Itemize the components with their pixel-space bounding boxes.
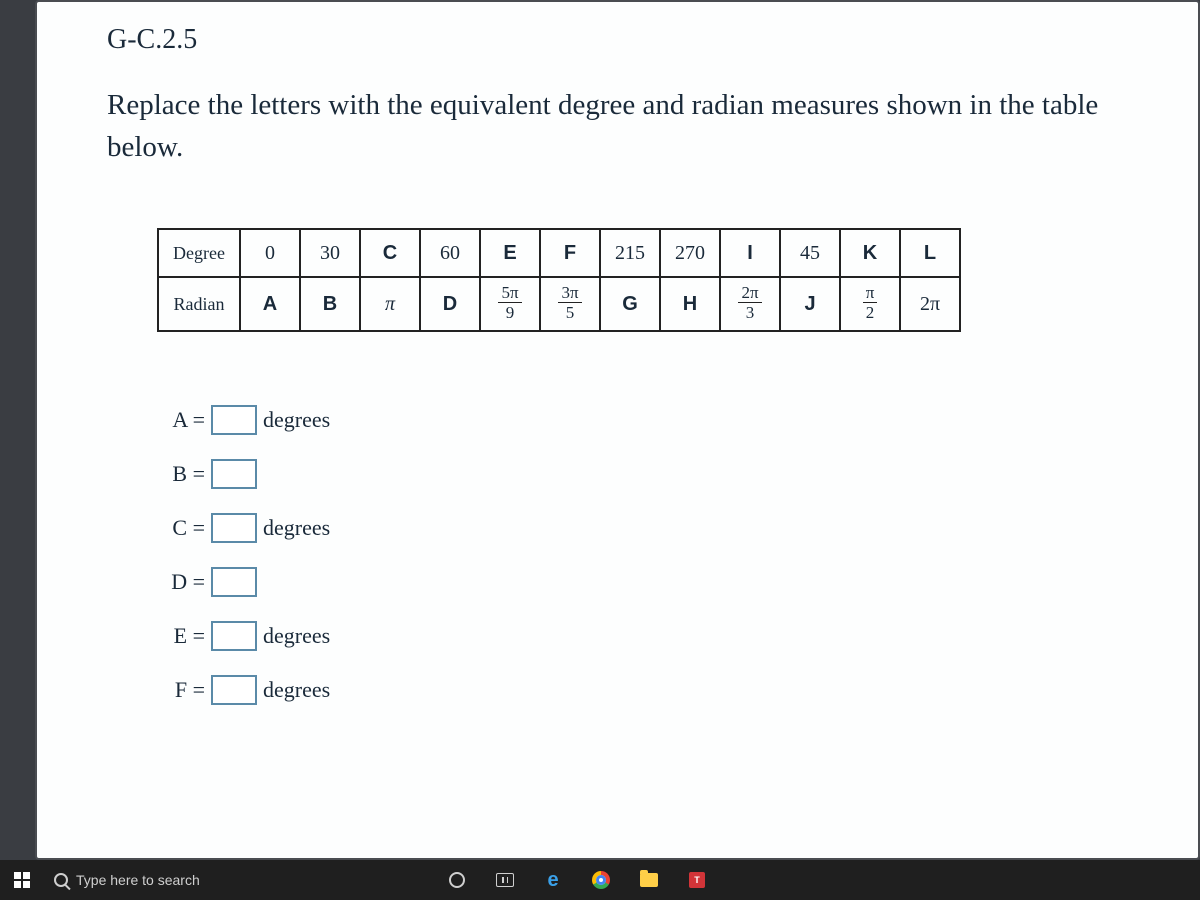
answer-row-d: D =	[157, 564, 1128, 600]
rad-cell-5: 3π5	[540, 277, 600, 331]
cortana-button[interactable]	[434, 860, 480, 900]
search-placeholder: Type here to search	[76, 872, 200, 888]
taskview-button[interactable]	[482, 860, 528, 900]
degree-header: Degree	[158, 229, 240, 277]
instructions-text: Replace the letters with the equivalent …	[107, 84, 1128, 168]
answer-row-a: A = degrees	[157, 402, 1128, 438]
rad-cell-1: B	[300, 277, 360, 331]
taskbar: Type here to search e T	[0, 860, 1200, 900]
answer-input-f[interactable]	[211, 675, 257, 705]
search-icon	[54, 873, 68, 887]
answer-input-b[interactable]	[211, 459, 257, 489]
rad-cell-3: D	[420, 277, 480, 331]
answer-unit-a: degrees	[263, 407, 330, 433]
deg-cell-7: 270	[660, 229, 720, 277]
conversion-table-wrap: Degree 0 30 C 60 E F 215 270 I 45 K L Ra…	[157, 228, 1128, 332]
degree-row: Degree 0 30 C 60 E F 215 270 I 45 K L	[158, 229, 960, 277]
deg-cell-2: C	[360, 229, 420, 277]
answer-label-c: C =	[157, 515, 205, 541]
answer-unit-e: degrees	[263, 623, 330, 649]
answer-input-e[interactable]	[211, 621, 257, 651]
taskbar-pinned: e T	[434, 860, 720, 900]
document-page: G-C.2.5 Replace the letters with the equ…	[35, 0, 1200, 860]
conversion-table: Degree 0 30 C 60 E F 215 270 I 45 K L Ra…	[157, 228, 961, 332]
deg-cell-4: E	[480, 229, 540, 277]
radian-header: Radian	[158, 277, 240, 331]
answer-row-e: E = degrees	[157, 618, 1128, 654]
answer-input-a[interactable]	[211, 405, 257, 435]
deg-cell-1: 30	[300, 229, 360, 277]
rad-cell-9: J	[780, 277, 840, 331]
answer-label-d: D =	[157, 569, 205, 595]
start-button[interactable]	[0, 872, 44, 888]
edge-button[interactable]: e	[530, 860, 576, 900]
rad-cell-7: H	[660, 277, 720, 331]
answer-input-d[interactable]	[211, 567, 257, 597]
answer-unit-c: degrees	[263, 515, 330, 541]
explorer-button[interactable]	[626, 860, 672, 900]
radian-row: Radian A B π D 5π9 3π5 G H 2π3 J π2 2π	[158, 277, 960, 331]
answer-label-b: B =	[157, 461, 205, 487]
taskbar-search[interactable]: Type here to search	[44, 860, 344, 900]
answer-row-b: B =	[157, 456, 1128, 492]
rad-cell-6: G	[600, 277, 660, 331]
app-icon: T	[689, 872, 705, 888]
deg-cell-9: 45	[780, 229, 840, 277]
rad-cell-8: 2π3	[720, 277, 780, 331]
rad-cell-2: π	[360, 277, 420, 331]
rad-cell-10: π2	[840, 277, 900, 331]
chrome-icon	[592, 871, 610, 889]
deg-cell-6: 215	[600, 229, 660, 277]
windows-icon	[14, 872, 30, 888]
deg-cell-0: 0	[240, 229, 300, 277]
answer-fields: A = degrees B = C = degrees D = E = degr…	[157, 402, 1128, 708]
chrome-button[interactable]	[578, 860, 624, 900]
taskview-icon	[496, 873, 514, 887]
answer-label-e: E =	[157, 623, 205, 649]
deg-cell-8: I	[720, 229, 780, 277]
deg-cell-3: 60	[420, 229, 480, 277]
standard-label: G-C.2.5	[107, 24, 1128, 56]
rad-cell-0: A	[240, 277, 300, 331]
folder-icon	[640, 873, 658, 887]
cortana-icon	[449, 872, 465, 888]
answer-label-f: F =	[157, 677, 205, 703]
app-button[interactable]: T	[674, 860, 720, 900]
answer-input-c[interactable]	[211, 513, 257, 543]
rad-cell-4: 5π9	[480, 277, 540, 331]
deg-cell-5: F	[540, 229, 600, 277]
rad-cell-11: 2π	[900, 277, 960, 331]
answer-row-f: F = degrees	[157, 672, 1128, 708]
answer-unit-f: degrees	[263, 677, 330, 703]
answer-row-c: C = degrees	[157, 510, 1128, 546]
deg-cell-10: K	[840, 229, 900, 277]
deg-cell-11: L	[900, 229, 960, 277]
answer-label-a: A =	[157, 407, 205, 433]
edge-icon: e	[547, 869, 558, 892]
